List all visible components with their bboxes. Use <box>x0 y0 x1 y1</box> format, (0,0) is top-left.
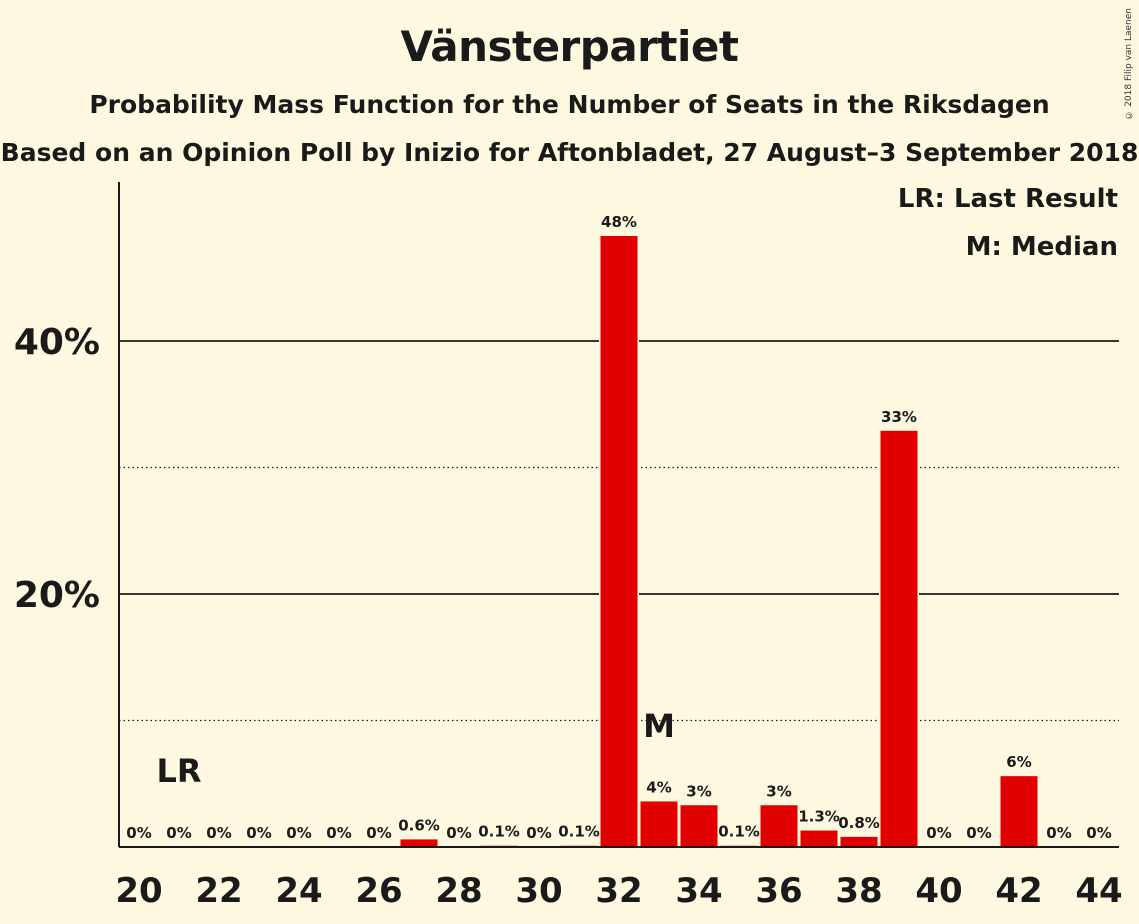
x-tick-label: 44 <box>1075 871 1122 911</box>
x-tick-label: 28 <box>435 871 482 911</box>
y-tick-label: 40% <box>14 322 100 363</box>
value-label-29: 0.1% <box>478 823 520 841</box>
x-tick-label: 20 <box>115 871 162 911</box>
y-tick-label: 20% <box>14 575 100 616</box>
bar-seats-27 <box>399 837 439 849</box>
x-tick-label: 40 <box>915 871 962 911</box>
legend-median: M: Median <box>965 232 1118 262</box>
x-tick-label: 30 <box>515 871 562 911</box>
value-label-31: 0.1% <box>558 823 600 841</box>
value-label-21: 0% <box>166 824 191 842</box>
chart-subtitle-poll: Based on an Opinion Poll by Inizio for A… <box>0 138 1139 167</box>
x-tick-label: 38 <box>835 871 882 911</box>
bar-seats-38 <box>839 835 879 849</box>
value-label-22: 0% <box>206 824 231 842</box>
marker-lr: LR <box>156 752 201 790</box>
value-label-43: 0% <box>1046 824 1071 842</box>
bar-seats-37 <box>799 829 839 849</box>
x-tick-label: 34 <box>675 871 722 911</box>
value-label-27: 0.6% <box>398 816 440 834</box>
value-label-30: 0% <box>526 824 551 842</box>
x-tick-label: 36 <box>755 871 802 911</box>
bar-seats-34 <box>679 803 719 849</box>
marker-m: M <box>643 707 675 745</box>
value-label-40: 0% <box>926 824 951 842</box>
legend-last-result: LR: Last Result <box>897 184 1118 214</box>
x-tick-label: 26 <box>355 871 402 911</box>
x-tick-label: 32 <box>595 871 642 911</box>
value-label-44: 0% <box>1086 824 1111 842</box>
bar-seats-32 <box>599 234 639 849</box>
bar-seats-39 <box>879 429 919 849</box>
chart-subtitle: Probability Mass Function for the Number… <box>89 90 1050 119</box>
value-label-38: 0.8% <box>838 814 880 832</box>
value-label-37: 1.3% <box>798 808 840 826</box>
value-label-36: 3% <box>766 782 791 800</box>
value-label-25: 0% <box>326 824 351 842</box>
value-label-33: 4% <box>646 778 671 796</box>
value-label-32: 48% <box>601 213 637 231</box>
value-label-24: 0% <box>286 824 311 842</box>
value-label-23: 0% <box>246 824 271 842</box>
chart-title: Vänsterpartiet <box>400 22 739 71</box>
value-label-34: 3% <box>686 782 711 800</box>
bar-seats-36 <box>759 803 799 849</box>
value-label-28: 0% <box>446 824 471 842</box>
x-tick-label: 42 <box>995 871 1042 911</box>
value-label-20: 0% <box>126 824 151 842</box>
value-label-39: 33% <box>881 408 917 426</box>
value-label-26: 0% <box>366 824 391 842</box>
value-label-42: 6% <box>1006 753 1031 771</box>
bar-seats-33 <box>639 799 679 849</box>
value-label-41: 0% <box>966 824 991 842</box>
x-tick-label: 24 <box>275 871 322 911</box>
bar-seats-42 <box>999 774 1039 849</box>
x-tick-label: 22 <box>195 871 242 911</box>
value-label-35: 0.1% <box>718 823 760 841</box>
